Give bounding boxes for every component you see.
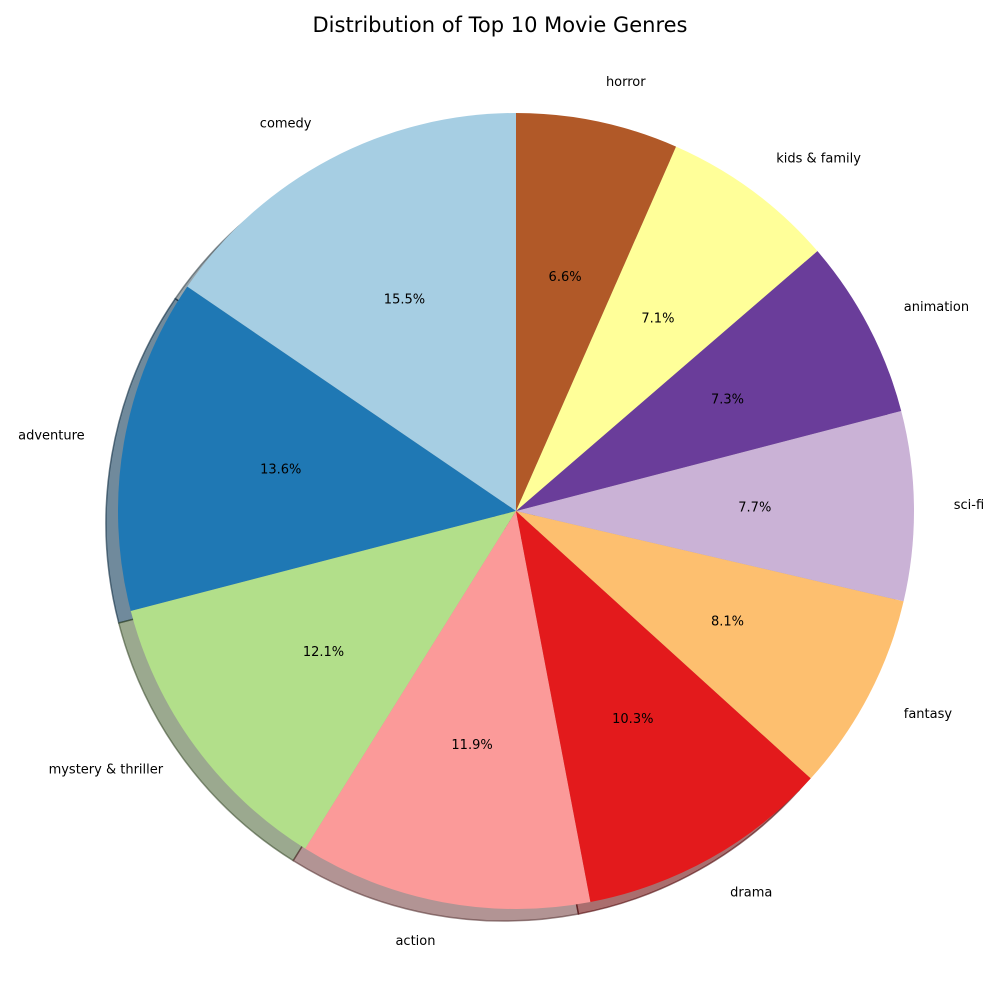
- pct-horror: 6.6%: [549, 270, 582, 285]
- chart-title: Distribution of Top 10 Movie Genres: [313, 13, 688, 37]
- pct-drama: 10.3%: [612, 712, 653, 727]
- pct-fantasy: 8.1%: [711, 614, 744, 629]
- label-drama: drama: [730, 885, 772, 900]
- label-action: action: [395, 934, 435, 949]
- slice-comedy: [187, 113, 516, 511]
- label-animation: animation: [904, 300, 969, 315]
- slice-sci-fi: [516, 411, 914, 602]
- pct-kids-family: 7.1%: [641, 311, 674, 326]
- pct-animation: 7.3%: [711, 393, 744, 408]
- slice-animation: [516, 251, 902, 511]
- pct-action: 11.9%: [451, 738, 492, 753]
- slice-horror: [516, 113, 677, 511]
- slice-adventure: [117, 286, 516, 611]
- label-sci-fi: sci-fi: [954, 498, 984, 513]
- pie-slices: [117, 113, 914, 909]
- slice-fantasy: [516, 511, 904, 779]
- label-comedy: comedy: [260, 116, 312, 131]
- label-mystery-thriller: mystery & thriller: [49, 763, 164, 778]
- pct-comedy: 15.5%: [384, 292, 425, 307]
- label-kids-family: kids & family: [776, 151, 861, 166]
- pct-mystery-thriller: 12.1%: [303, 645, 344, 660]
- pct-adventure: 13.6%: [260, 463, 301, 478]
- label-horror: horror: [606, 75, 646, 90]
- label-fantasy: fantasy: [904, 707, 953, 722]
- pct-sci-fi: 7.7%: [738, 501, 771, 516]
- slice-drama: [516, 511, 811, 902]
- slice-mystery-thriller: [130, 511, 516, 849]
- slice-kids-family: [516, 146, 818, 511]
- label-adventure: adventure: [18, 428, 85, 443]
- slice-action: [305, 511, 591, 909]
- pie-labels: comedy 15.5% adventure 13.6% mystery & thril…: [18, 75, 984, 949]
